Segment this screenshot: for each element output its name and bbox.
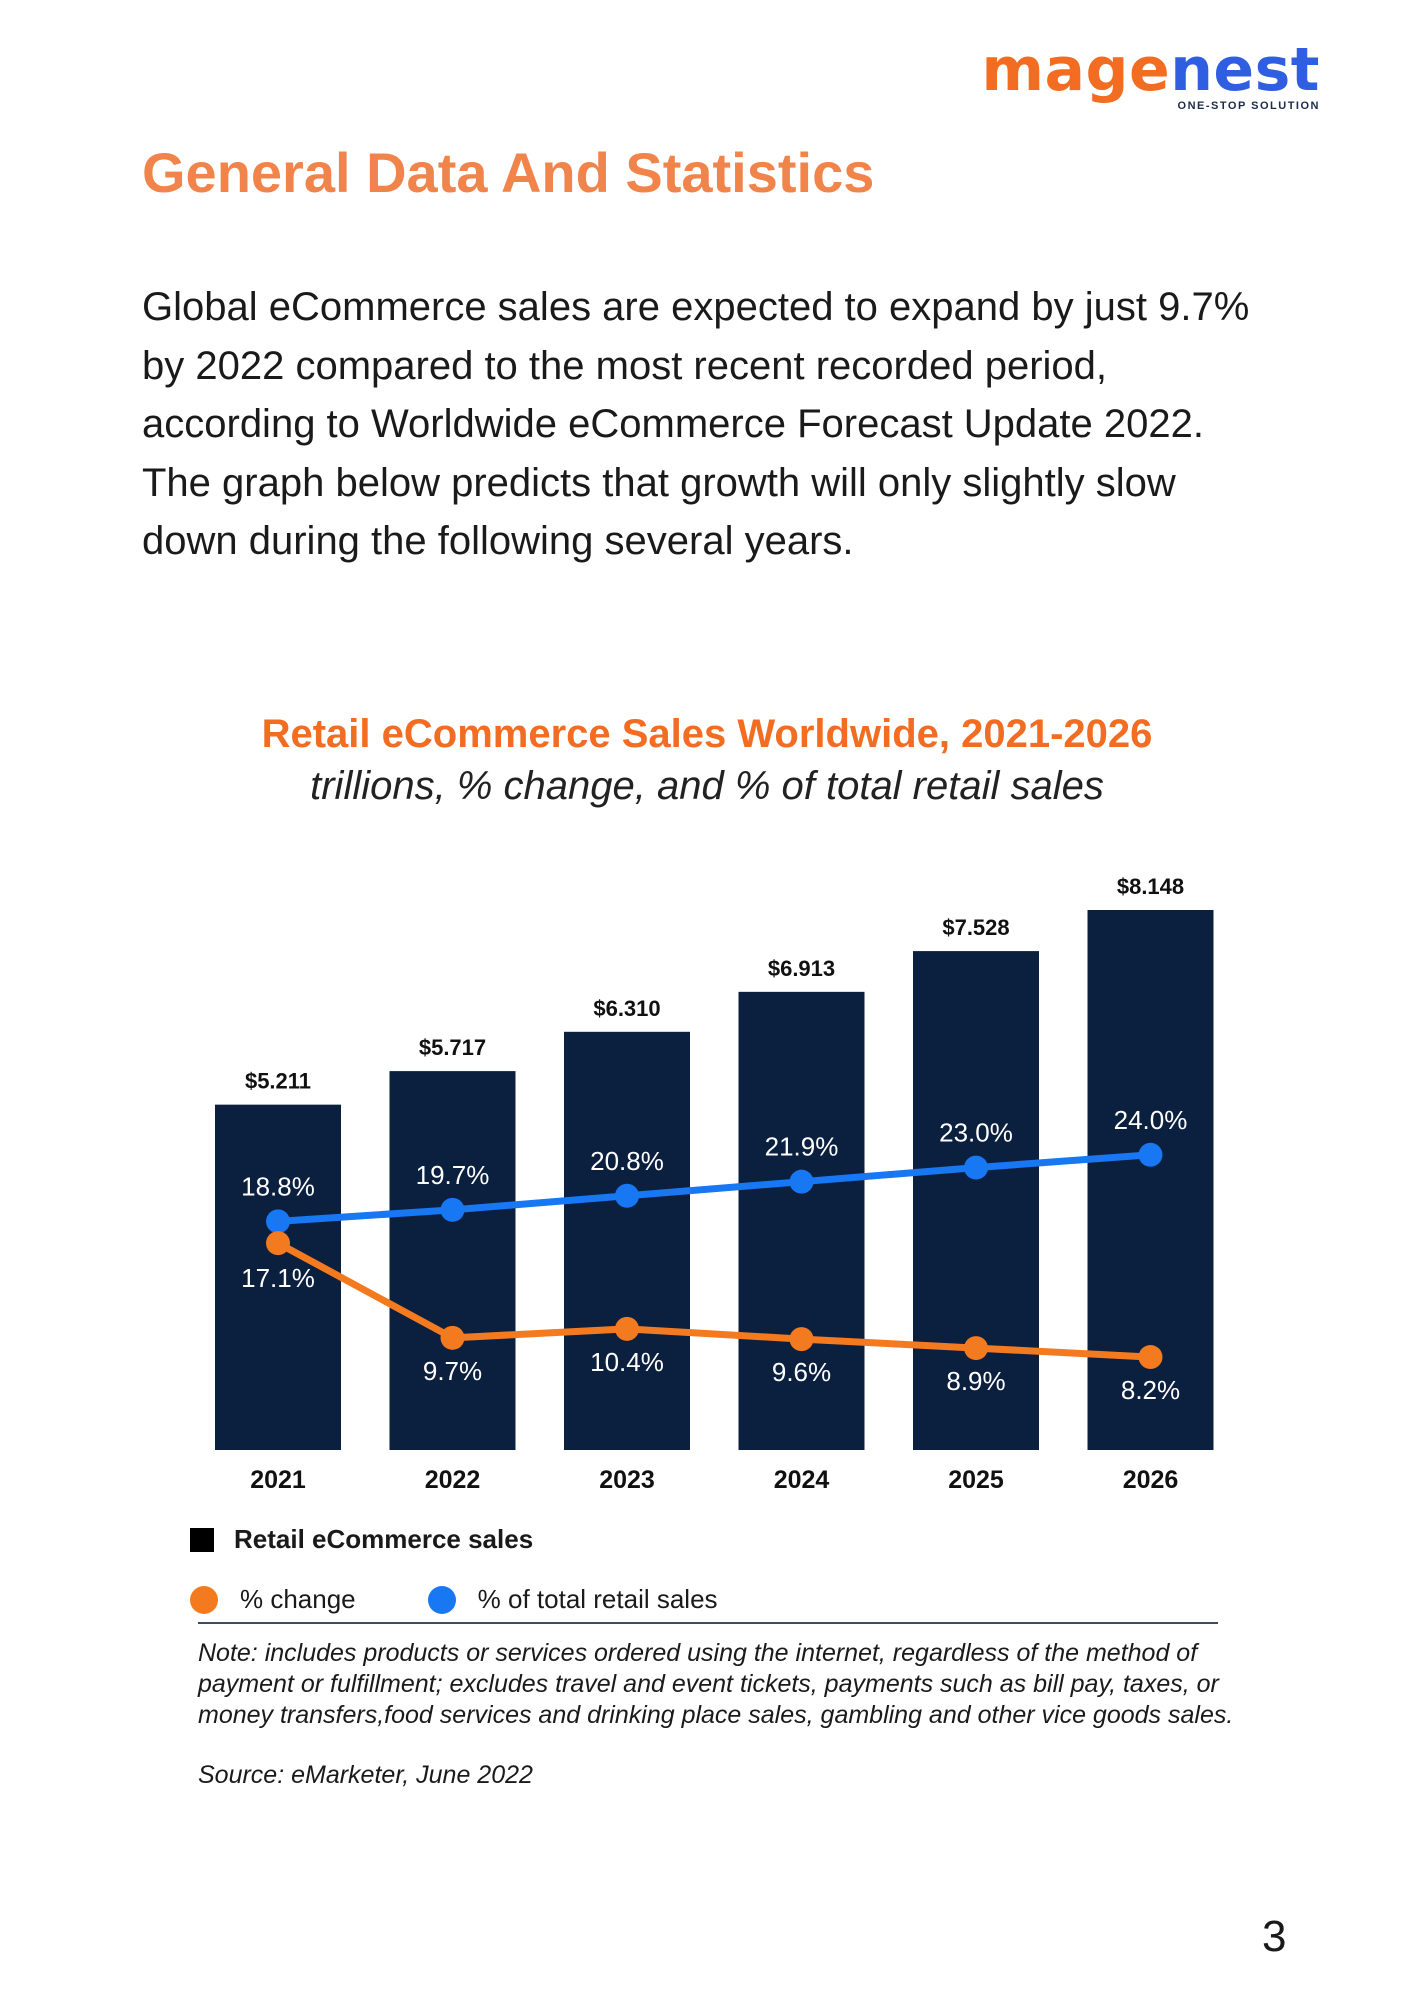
pct-total-label: 19.7% [416,1160,490,1190]
pct-total-point [789,1169,814,1194]
pct-total-point [440,1197,465,1222]
x-tick-label: 2024 [774,1466,830,1494]
legend-bar: Retail eCommerce sales [190,1524,533,1555]
divider [198,1622,1218,1624]
chart-subtitle: trillions, % change, and % of total reta… [310,764,1104,808]
bar-value-label: $8.148 [1117,874,1184,899]
x-tick-label: 2026 [1123,1466,1179,1494]
chart-source: Source: eMarketer, June 2022 [198,1761,533,1789]
pct-change-label: 9.6% [772,1357,831,1387]
bar-value-label: $6.310 [593,996,660,1021]
bar [564,1031,690,1450]
sales-chart: $5.211 2021 $5.717 2022 $6.310 2023 $6.913 2024… [215,874,1214,1494]
legend-lines: % change % of total retail sales [190,1584,790,1615]
pct-total-label: 21.9% [765,1132,839,1162]
pct-total-label: 23.0% [939,1118,1013,1148]
pct-total-point [615,1183,639,1208]
pct-total-label: 18.8% [241,1171,315,1201]
pct-change-point [440,1325,465,1350]
pct-change-point [1138,1345,1163,1370]
x-tick-label: 2025 [948,1466,1004,1494]
legend-pct-total-label: % of total retail sales [477,1584,718,1614]
bar [913,951,1039,1450]
bar-value-label: $5.717 [419,1035,486,1060]
blue-dot-icon [427,1585,456,1614]
pct-total-label: 24.0% [1114,1105,1188,1135]
chart-note: Note: includes products or services orde… [198,1639,1234,1729]
pct-change-label: 10.4% [590,1347,664,1377]
x-tick-label: 2022 [425,1466,481,1494]
pct-change-label: 8.9% [946,1366,1005,1396]
pct-total-point [266,1209,290,1234]
pct-change-point [266,1231,290,1256]
page-number: 3 [1262,1912,1287,1961]
bar-value-label: $7.528 [942,915,1009,940]
pct-change-point [615,1316,639,1341]
legend-square-icon [190,1527,214,1552]
pct-change-label: 17.1% [241,1263,315,1293]
pct-change-point [964,1336,988,1361]
page-heading: General Data And Statistics [142,141,875,204]
x-tick-label: 2021 [250,1466,306,1494]
pct-total-point [1138,1142,1163,1167]
legend-bar-label: Retail eCommerce sales [234,1524,534,1554]
orange-dot-icon [190,1585,218,1614]
pct-total-label: 20.8% [590,1146,664,1176]
legend-item-pct-total: % of total retail sales [427,1584,718,1615]
bar [215,1104,341,1450]
bar-value-label: $6.913 [768,956,835,981]
bar [389,1071,516,1450]
logo-word-part1: mage [981,35,1171,105]
magenest-logo: magenest ONE-STOP SOLUTION [980,40,1320,114]
pct-change-line [276,1240,1151,1361]
legend-pct-change-label: % change [240,1584,356,1614]
bar-value-label: $5.211 [245,1069,311,1094]
bar [738,991,865,1450]
chart-title: Retail eCommerce Sales Worldwide, 2021-2… [261,712,1153,756]
logo-word-part2: nest [1170,35,1320,105]
x-tick-label: 2023 [599,1466,655,1494]
logo-wordmark: magenest [982,40,1320,100]
legend-item-pct-change: % change [190,1584,356,1615]
logo-tagline: ONE-STOP SOLUTION [1177,100,1320,112]
pct-change-label: 9.7% [423,1356,482,1386]
pct-total-point [964,1155,988,1180]
pct-change-label: 8.2% [1121,1375,1180,1405]
pct-change-point [789,1327,814,1352]
pct-total-line [277,1151,1151,1225]
intro-paragraph: Global eCommerce sales are expected to e… [142,285,1250,563]
